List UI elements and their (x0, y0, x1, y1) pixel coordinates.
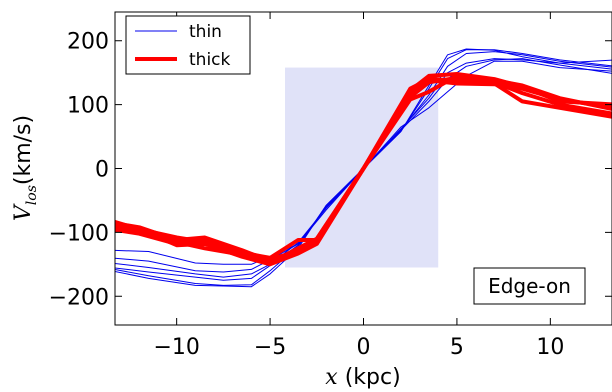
y-tick-label: −100 (49, 221, 109, 246)
x-tick-label: −10 (153, 335, 199, 360)
x-axis-unit: (kpc) (345, 365, 401, 390)
legend: thin thick (125, 15, 251, 75)
x-tick-label: 10 (536, 335, 564, 360)
x-tick-label: −5 (254, 335, 286, 360)
y-tick-label: −200 (49, 285, 109, 310)
legend-frame (125, 15, 251, 75)
y-axis-symbol: V (11, 203, 36, 221)
annotation-frame (473, 267, 586, 305)
x-tick-label: 0 (357, 335, 371, 360)
x-axis-symbol: x (325, 365, 338, 390)
x-tick-label: 5 (450, 335, 464, 360)
y-axis-unit: (km/s) (11, 115, 36, 185)
legend-thick-label: thick (189, 50, 231, 70)
shaded-region (285, 67, 439, 268)
edge-on-annotation: Edge-on (473, 267, 586, 305)
annotation-label: Edge-on (488, 274, 571, 298)
y-axis-subscript: los (24, 185, 40, 205)
y-axis-label: Vlos(km/s) (11, 115, 40, 221)
y-tick-label: 0 (95, 158, 109, 183)
series-line-thick-10 (115, 72, 612, 260)
legend-thin-label: thin (189, 22, 222, 42)
y-tick-label: 100 (67, 94, 109, 119)
x-axis-label: x (kpc) (325, 365, 400, 390)
y-tick-label: 200 (67, 30, 109, 55)
